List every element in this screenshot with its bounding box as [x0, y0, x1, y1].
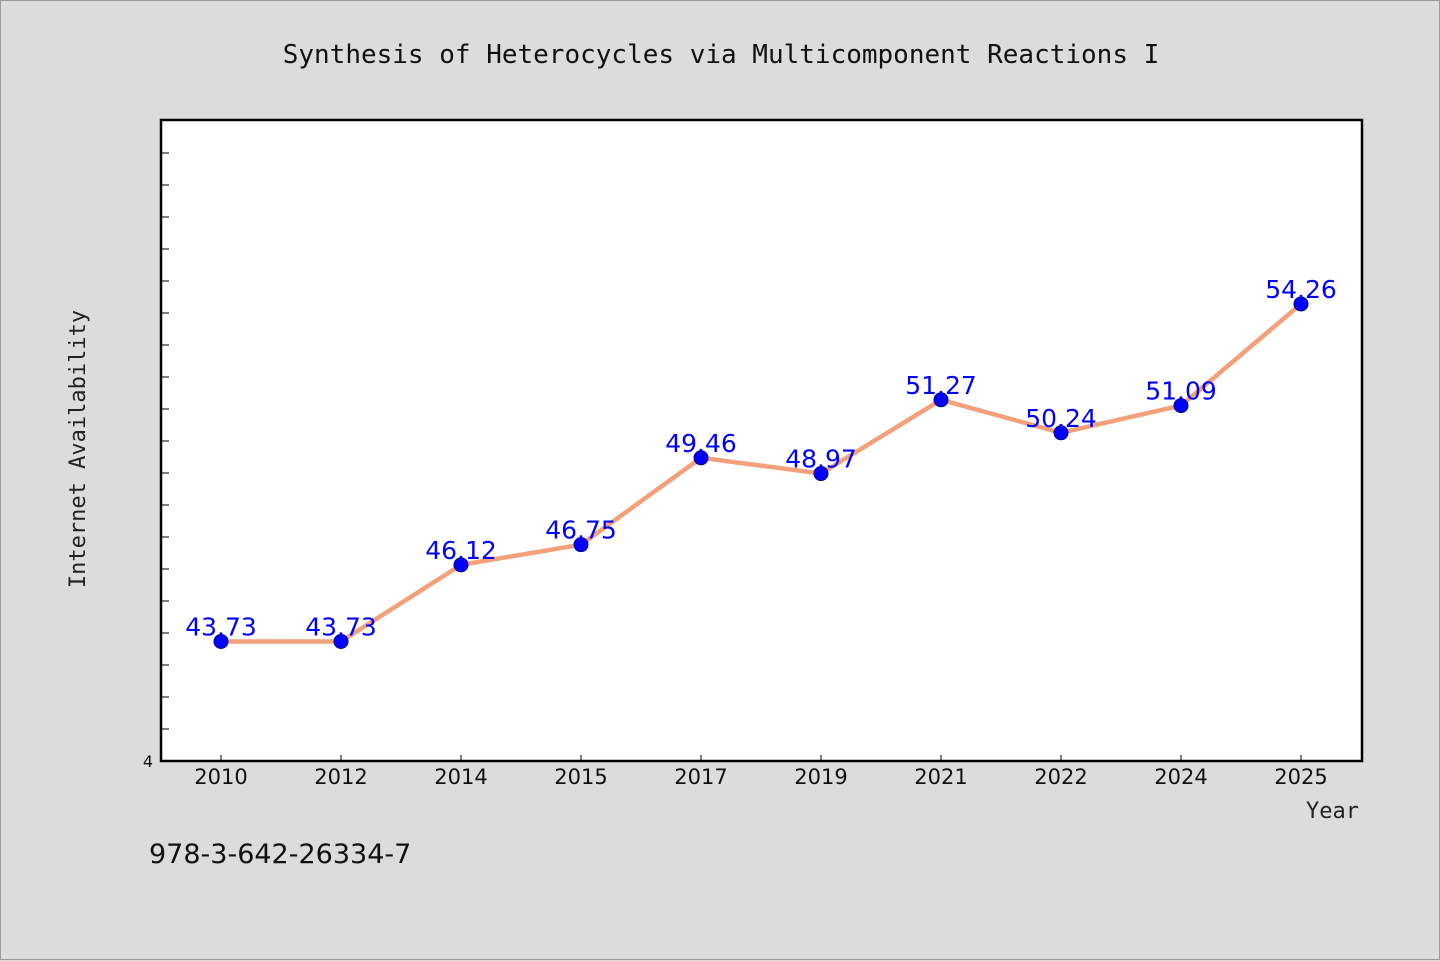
- x-tick-label: 2015: [554, 765, 607, 789]
- tick-marks: [161, 152, 1302, 762]
- y-axis-label: Internet Availability: [66, 310, 91, 588]
- data-label: 50.24: [1025, 404, 1097, 433]
- data-point: [1053, 425, 1069, 441]
- data-label: 51.09: [1145, 377, 1217, 406]
- data-label: 54.26: [1265, 275, 1337, 304]
- data-label: 48.97: [785, 445, 857, 474]
- x-tick-labels: 2010 2012 2014 2015 2017 2019 2021 2022 2024 2025: [194, 765, 1327, 789]
- data-point: [693, 450, 709, 466]
- data-point: [333, 633, 349, 649]
- data-label: 46.12: [425, 536, 497, 565]
- x-tick-label: 2014: [434, 765, 487, 789]
- data-point: [1293, 296, 1309, 312]
- x-tick-label: 2025: [1274, 765, 1327, 789]
- x-tick-label: 2019: [794, 765, 847, 789]
- data-point: [573, 537, 589, 553]
- data-point: [933, 392, 949, 408]
- data-label: 43.73: [305, 612, 377, 641]
- data-point: [213, 633, 229, 649]
- series-line: [218, 301, 1304, 644]
- x-tick-label: 2012: [314, 765, 367, 789]
- data-label: 51.27: [905, 371, 977, 400]
- data-labels: 43.73 43.73 46.12 46.75 49.46 48.97 51.27 50.24…: [185, 275, 1337, 641]
- series-layer: [213, 296, 1309, 649]
- x-tick-label: 2017: [674, 765, 727, 789]
- data-point: [813, 466, 829, 482]
- plot-area: [161, 120, 1362, 761]
- plot-border: [159, 118, 1364, 763]
- x-tick-label: 2024: [1154, 765, 1207, 789]
- y-tick-label: 4: [143, 752, 153, 771]
- isbn-text: 978-3-642-26334-7: [149, 839, 411, 870]
- data-label: 49.46: [665, 429, 737, 458]
- data-point: [453, 557, 469, 573]
- data-label: 43.73: [185, 612, 257, 641]
- x-axis-label: Year: [1306, 799, 1359, 824]
- x-tick-label: 2010: [194, 765, 247, 789]
- chart-title: Synthesis of Heterocycles via Multicompo…: [283, 40, 1160, 70]
- x-tick-label: 2021: [914, 765, 967, 789]
- x-tick-label: 2022: [1034, 765, 1087, 789]
- data-point: [1173, 398, 1189, 414]
- data-label: 46.75: [545, 516, 617, 545]
